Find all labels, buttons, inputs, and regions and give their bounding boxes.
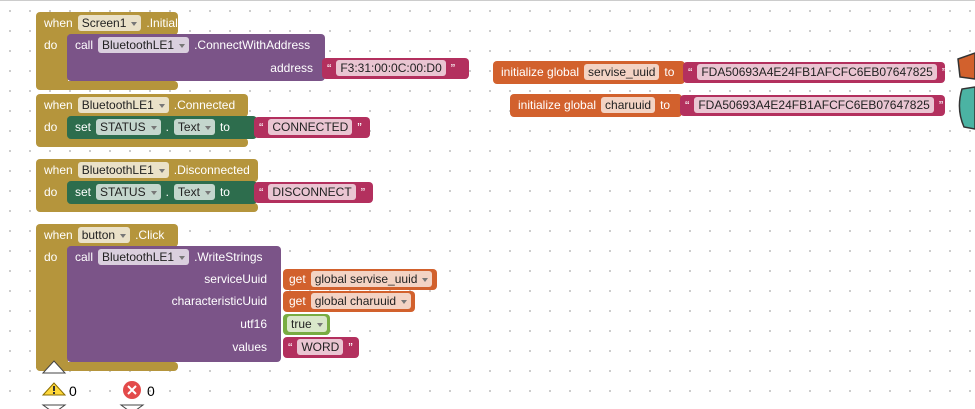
component[interactable]: button [77, 227, 131, 243]
text-block[interactable]: “FDA50693A4E24FB1AFCFC6EB07647825” [680, 95, 945, 116]
when: when [44, 163, 73, 177]
quote: “ [327, 60, 332, 76]
error-count: 0 [147, 380, 155, 402]
arg-name: serviceUuid [204, 272, 267, 286]
quote: ” [360, 184, 366, 200]
call-block[interactable]: call BluetoothLE1 .WriteStrings serviceUui… [67, 246, 281, 362]
quote: “ [688, 64, 693, 80]
global-block[interactable]: initialize global servise_uuid to [493, 61, 685, 84]
do: do [44, 120, 58, 134]
text-block[interactable]: “CONNECTED” [254, 117, 370, 138]
quote: ” [938, 97, 944, 113]
text-value: FDA50693A4E24FB1AFCFC6EB07647825 [694, 97, 934, 113]
method: .WriteStrings [194, 250, 263, 264]
when: when [44, 228, 73, 242]
event-spine: do [36, 243, 68, 368]
property[interactable]: Text [173, 184, 215, 200]
quote: “ [288, 339, 293, 355]
text-value: CONNECTED [268, 119, 353, 135]
event-name: .Initialize [146, 16, 194, 30]
when: when [44, 98, 73, 112]
get-block[interactable]: get global charuuid [283, 291, 415, 312]
event-foot [36, 81, 178, 90]
call-block[interactable]: call BluetoothLE1 .ConnectWithAddress addr… [67, 34, 325, 81]
event-header[interactable]: when button .Click [36, 224, 178, 247]
warning-indicator[interactable] [40, 357, 170, 409]
to: to [664, 65, 675, 79]
set: set [75, 185, 92, 199]
quote: “ [259, 119, 264, 135]
event-name: .Connected [173, 98, 236, 112]
set-block[interactable]: set STATUS. Text to [67, 116, 257, 139]
arg-name: values [232, 340, 267, 354]
variable[interactable]: global charuuid [310, 293, 412, 309]
variable[interactable]: global servise_uuid [310, 271, 433, 287]
text-block[interactable]: “FDA50693A4E24FB1AFCFC6EB07647825” [683, 62, 947, 83]
arg-name: characteristicUuid [171, 294, 267, 308]
call: call [75, 38, 94, 52]
component[interactable]: BluetoothLE1 [98, 249, 190, 265]
text-value: WORD [297, 339, 344, 355]
quote: ” [941, 64, 947, 80]
call: call [75, 250, 94, 264]
event-foot [36, 362, 178, 371]
get-block[interactable]: get global servise_uuid [283, 269, 437, 290]
get: get [289, 294, 306, 308]
to: to [219, 185, 230, 199]
global-block[interactable]: initialize global charuuid to [510, 94, 682, 117]
warning-count-value: 0 [69, 383, 77, 399]
boolean-block[interactable]: true [283, 314, 330, 335]
component[interactable]: BluetoothLE1 [77, 97, 169, 113]
when: when [44, 16, 73, 30]
quote: “ [259, 184, 264, 200]
set: set [75, 120, 92, 134]
event-foot [36, 203, 258, 212]
quote: “ [685, 97, 690, 113]
component[interactable]: BluetoothLE1 [77, 162, 169, 178]
component[interactable]: BluetoothLE1 [98, 37, 190, 53]
do: do [44, 250, 58, 264]
quote: ” [348, 339, 353, 355]
arg-name: utf16 [240, 317, 267, 331]
get: get [289, 272, 306, 286]
do: do [44, 38, 58, 52]
text-block[interactable]: “F3:31:00:0C:00:D0” [322, 58, 469, 79]
event-header[interactable]: when BluetoothLE1 .Connected [36, 94, 248, 117]
event-name: .Click [135, 228, 165, 242]
component[interactable]: Screen1 [77, 15, 142, 31]
dot: . [165, 185, 169, 199]
event-spine: do [36, 31, 68, 86]
warning-count: 0 [69, 380, 77, 402]
component[interactable]: STATUS [96, 184, 161, 200]
quote: ” [450, 60, 456, 76]
text-block[interactable]: “WORD” [283, 337, 359, 358]
text-block[interactable]: “DISCONNECT” [254, 182, 373, 203]
variable-name[interactable]: charuuid [601, 97, 656, 113]
text-value: F3:31:00:0C:00:D0 [336, 60, 446, 76]
event-header[interactable]: when Screen1 .Initialize [36, 12, 193, 35]
to: to [660, 98, 671, 112]
event-foot [36, 138, 248, 147]
variable-name[interactable]: servise_uuid [584, 64, 660, 80]
method: .ConnectWithAddress [194, 38, 311, 52]
text-value: FDA50693A4E24FB1AFCFC6EB07647825 [697, 64, 937, 80]
do: do [44, 185, 58, 199]
text-value: DISCONNECT [268, 184, 356, 200]
quote: ” [357, 119, 362, 135]
to: to [219, 120, 230, 134]
trash-can[interactable] [948, 49, 975, 134]
boolean[interactable]: true [287, 316, 327, 332]
initialize: initialize global [518, 98, 597, 112]
component[interactable]: STATUS [96, 119, 161, 135]
initialize: initialize global [501, 65, 580, 79]
arg-name: address [270, 61, 313, 75]
set-block[interactable]: set STATUS. Text to [67, 181, 257, 204]
property[interactable]: Text [173, 119, 215, 135]
event-name: .Disconnected [173, 163, 250, 177]
error-count-value: 0 [147, 383, 155, 399]
dot: . [165, 120, 169, 134]
event-header[interactable]: when BluetoothLE1 .Disconnected [36, 159, 258, 182]
